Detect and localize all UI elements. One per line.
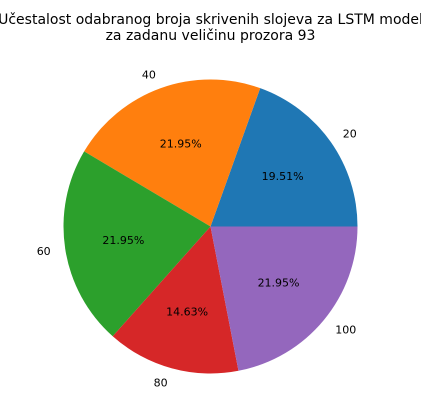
- chart-title-line-2: za zadanu veličinu prozora 93: [106, 28, 316, 44]
- slice-percentage-label: 14.63%: [166, 306, 208, 319]
- pie-labels: 20 19.51% 40 21.95% 60 21.95% 80 14.63% 100 21.95…: [37, 68, 357, 389]
- slice-category-label: 100: [335, 323, 356, 336]
- slice-percentage-label: 19.51%: [262, 170, 304, 183]
- pie-slice-20: [210, 88, 358, 227]
- chart-title-line-1: Učestalost odabranog broja skrivenih slo…: [0, 12, 421, 28]
- pie-slice-60: [63, 151, 211, 337]
- slice-percentage-label: 21.95%: [258, 277, 300, 290]
- pie-slice-80: [112, 226, 239, 374]
- pie-slice-100: [210, 226, 358, 371]
- slice-percentage-label: 21.95%: [160, 137, 202, 150]
- slice-category-label: 60: [37, 245, 51, 258]
- pie-slice-40: [84, 79, 261, 227]
- slice-category-label: 20: [343, 127, 357, 140]
- pie-slices: [63, 79, 358, 374]
- slice-category-label: 40: [142, 68, 156, 81]
- slice-percentage-label: 21.95%: [102, 234, 144, 247]
- slice-category-label: 80: [154, 376, 168, 389]
